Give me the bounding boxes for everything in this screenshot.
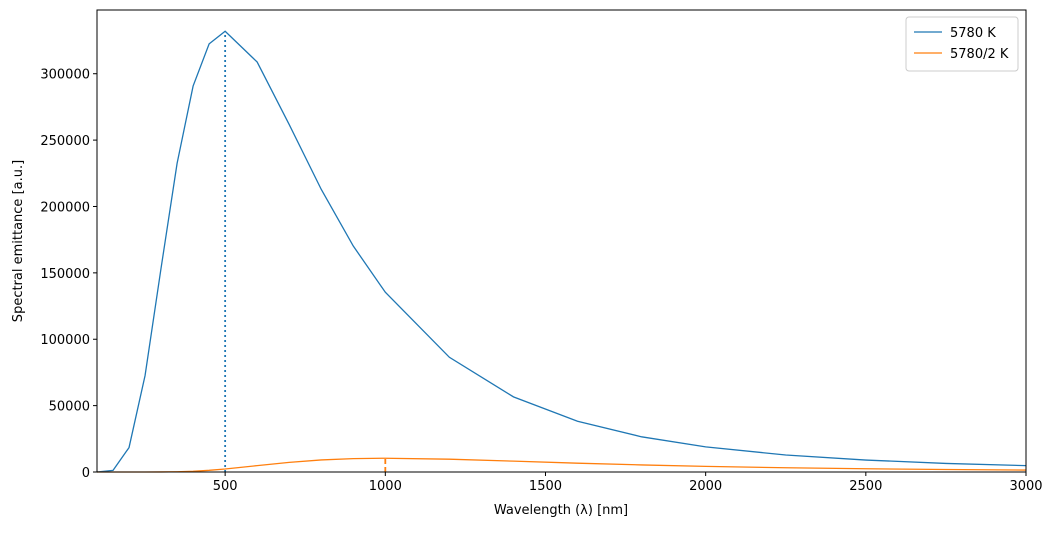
plot-frame [96, 9, 1027, 473]
y-axis-label: Spectral emittance [a.u.] [11, 160, 26, 322]
x-axis-label: Wavelength (λ) [nm] [494, 503, 628, 518]
x-tick-label: 3000 [1009, 479, 1042, 494]
y-tick-label: 150000 [40, 267, 90, 282]
y-tick-label: 300000 [40, 68, 90, 83]
y-tick-label: 200000 [40, 200, 90, 215]
x-tick-label: 2500 [849, 479, 882, 494]
legend-label: 5780 K [950, 26, 996, 41]
legend-label: 5780/2 K [950, 47, 1009, 62]
y-tick-label: 250000 [40, 134, 90, 149]
x-tick-label: 2000 [689, 479, 722, 494]
x-tick-label: 1500 [529, 479, 562, 494]
line-series [96, 30, 1027, 473]
legend-box [905, 16, 1019, 72]
y-tick-label: 50000 [49, 400, 90, 415]
x-tick-label: 1000 [369, 479, 402, 494]
x-tick-label: 500 [213, 479, 238, 494]
y-tick-label: 100000 [40, 333, 90, 348]
y-tick-label: 0 [82, 466, 90, 481]
